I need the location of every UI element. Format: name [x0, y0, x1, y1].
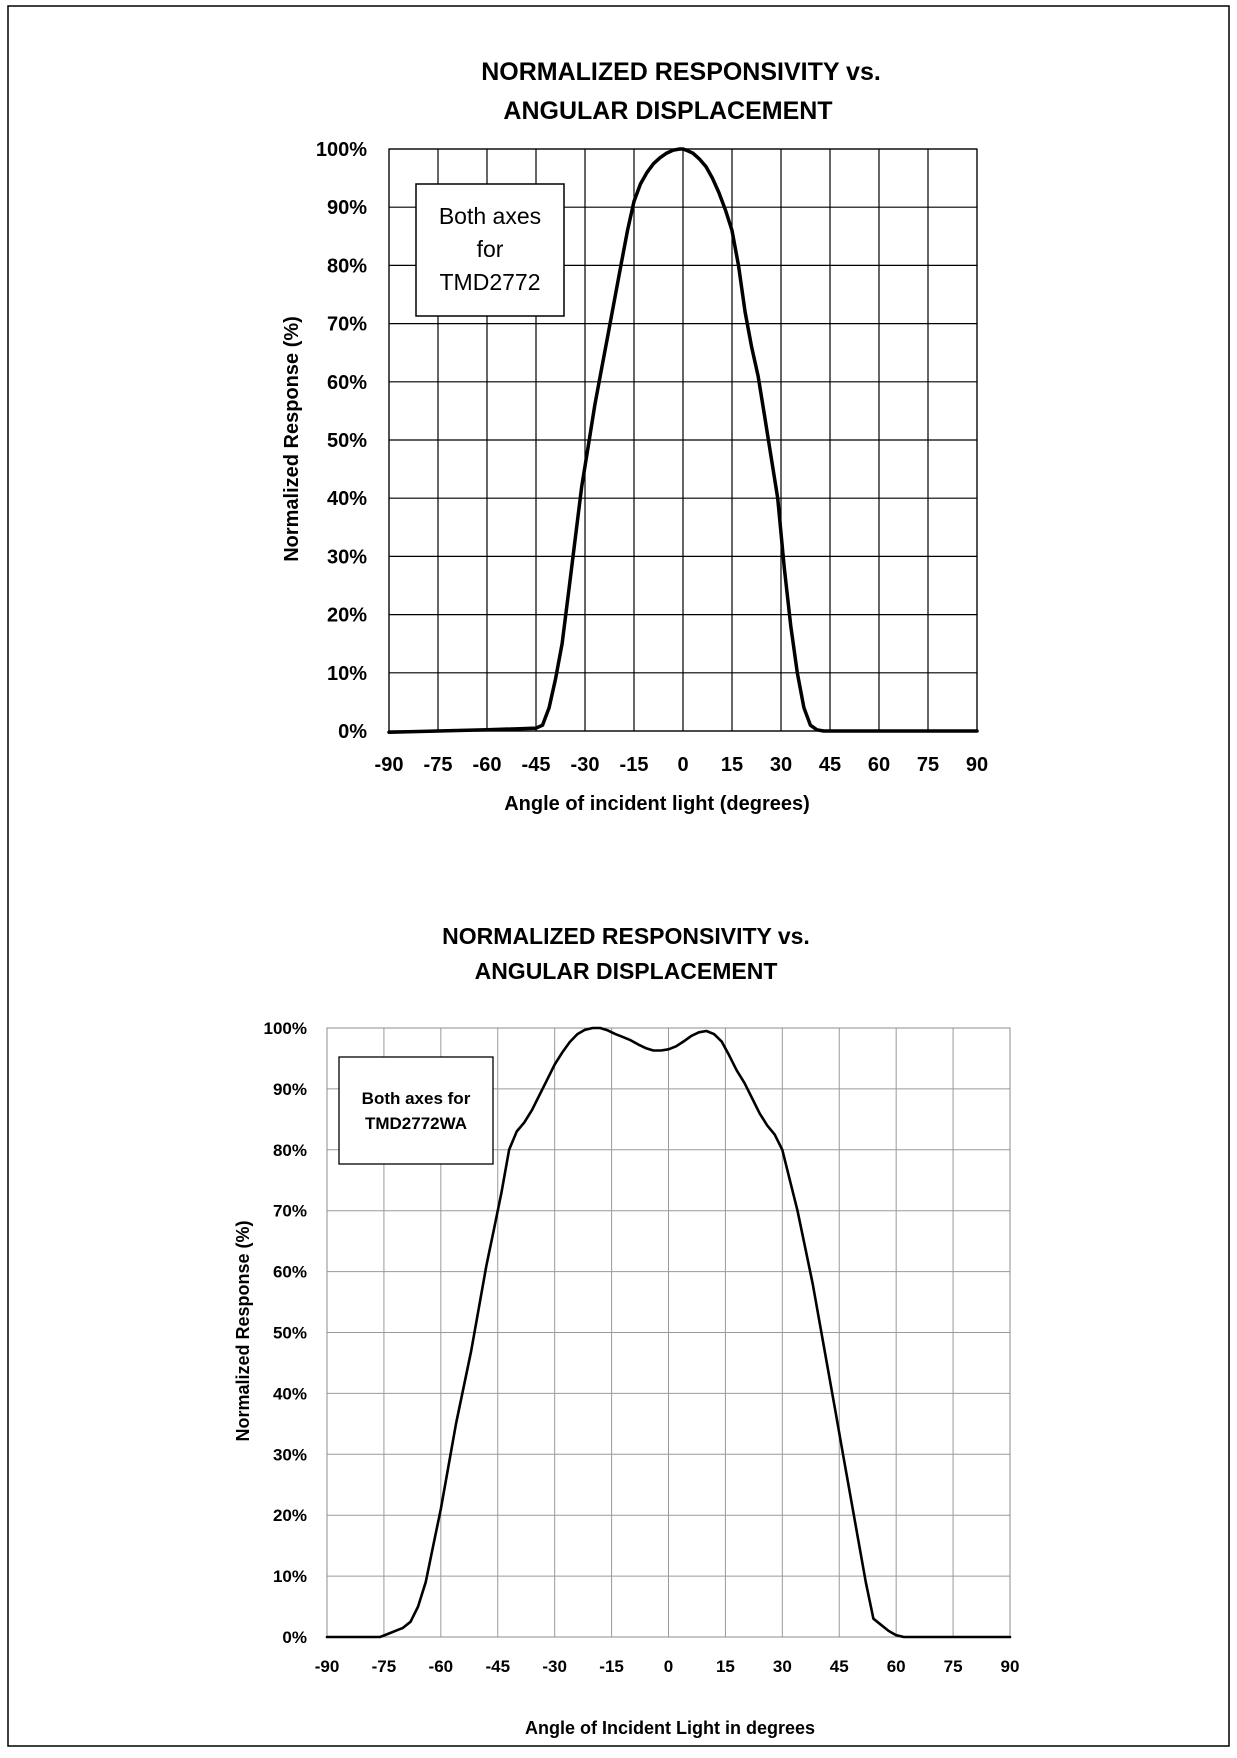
c2-x-tick-6: 0 — [664, 1657, 673, 1676]
c2-y-tick-1: 10% — [273, 1567, 307, 1586]
c2-x-tick-9: 45 — [830, 1657, 849, 1676]
c1-y-tick-3: 30% — [327, 546, 367, 568]
c1-x-tick-1: -75 — [424, 754, 453, 776]
chart2-annotation-box: Both axes for TMD2772WA — [338, 1056, 494, 1165]
chart2-y-tick-labels: 0% 10% 20% 30% 40% 50% 60% 70% 80% 90% 100% — [264, 1019, 307, 1647]
page-border — [7, 5, 1230, 1747]
chart2-title-line2: ANGULAR DISPLACEMENT — [475, 958, 778, 984]
c1-x-tick-10: 60 — [868, 754, 890, 776]
chart-tmd2772wa: NORMALIZED RESPONSIVITY vs. ANGULAR DISP… — [233, 923, 1019, 1738]
c2-y-tick-5: 50% — [273, 1324, 307, 1343]
c2-x-tick-3: -45 — [485, 1657, 510, 1676]
chart1-response-curve — [387, 147, 979, 734]
c1-x-tick-2: -60 — [473, 754, 502, 776]
chart1-title-line1: NORMALIZED RESPONSIVITY vs. — [481, 58, 881, 86]
c1-x-tick-3: -45 — [522, 754, 551, 776]
chart1-annotation-line1: Both axes — [439, 203, 541, 229]
chart2-x-axis-label: Angle of Incident Light in degrees — [525, 1718, 815, 1738]
chart1-title-line2: ANGULAR DISPLACEMENT — [503, 97, 832, 125]
c2-y-tick-7: 70% — [273, 1202, 307, 1221]
c2-x-tick-1: -75 — [372, 1657, 397, 1676]
chart2-annotation-line2: TMD2772WA — [365, 1114, 467, 1133]
c1-y-tick-9: 90% — [327, 197, 367, 219]
c2-y-tick-0: 0% — [282, 1628, 307, 1647]
chart2-y-axis-label: Normalized Response (%) — [233, 1220, 253, 1441]
chart1-x-tick-labels: -90 -75 -60 -45 -30 -15 0 15 30 45 60 75 90 — [375, 754, 989, 776]
c1-y-tick-10: 100% — [316, 139, 367, 161]
chart1-annotation-box: Both axes for TMD2772 — [415, 183, 565, 317]
c1-y-tick-2: 20% — [327, 605, 367, 627]
chart1-annotation-line2: for — [477, 236, 504, 262]
c1-x-tick-6: 0 — [677, 754, 688, 776]
c1-x-tick-11: 75 — [917, 754, 939, 776]
c2-x-tick-7: 15 — [716, 1657, 735, 1676]
c1-y-tick-1: 10% — [327, 663, 367, 685]
c2-y-tick-8: 80% — [273, 1141, 307, 1160]
c1-x-tick-0: -90 — [375, 754, 404, 776]
chart1-annotation-frame — [415, 183, 565, 317]
chart2-x-tick-labels: -90 -75 -60 -45 -30 -15 0 15 30 45 60 75 90 — [315, 1657, 1020, 1676]
c2-x-tick-11: 75 — [944, 1657, 963, 1676]
c1-x-tick-7: 15 — [721, 754, 743, 776]
c2-plot-frame — [326, 1027, 1011, 1638]
c1-y-tick-6: 60% — [327, 372, 367, 394]
c2-x-tick-12: 90 — [1001, 1657, 1020, 1676]
c2-y-tick-6: 60% — [273, 1263, 307, 1282]
chart2-annotation-line1: Both axes for — [362, 1089, 471, 1108]
c1-x-tick-8: 30 — [770, 754, 792, 776]
chart1-x-axis-label: Angle of incident light (degrees) — [504, 793, 810, 815]
c1-x-tick-9: 45 — [819, 754, 841, 776]
c2-x-tick-2: -60 — [429, 1657, 454, 1676]
c2-x-tick-8: 30 — [773, 1657, 792, 1676]
chart1-grid — [388, 148, 978, 732]
c1-x-tick-5: -15 — [620, 754, 649, 776]
chart1-annotation-line3: TMD2772 — [440, 269, 541, 295]
chart2-response-curve — [325, 1026, 1012, 1639]
c2-y-tick-3: 30% — [273, 1445, 307, 1464]
c2-y-tick-2: 20% — [273, 1506, 307, 1525]
c2-y-tick-4: 40% — [273, 1384, 307, 1403]
c1-y-tick-0: 0% — [338, 721, 367, 743]
c2-y-tick-10: 100% — [264, 1019, 307, 1038]
c2-x-tick-10: 60 — [887, 1657, 906, 1676]
chart-tmd2772: NORMALIZED RESPONSIVITY vs. ANGULAR DISP… — [281, 58, 988, 815]
c2-y-tick-9: 90% — [273, 1080, 307, 1099]
c2-x-tick-0: -90 — [315, 1657, 340, 1676]
c2-x-tick-5: -15 — [599, 1657, 624, 1676]
c1-y-tick-7: 70% — [327, 314, 367, 336]
c1-x-tick-4: -30 — [571, 754, 600, 776]
c1-x-tick-12: 90 — [966, 754, 988, 776]
chart2-title-line1: NORMALIZED RESPONSIVITY vs. — [442, 923, 810, 949]
chart2-annotation-frame — [338, 1056, 494, 1165]
c1-y-tick-8: 80% — [327, 255, 367, 277]
chart1-y-tick-labels: 0% 10% 20% 30% 40% 50% 60% 70% 80% 90% 100% — [316, 139, 367, 743]
chart1-y-axis-label: Normalized Response (%) — [281, 316, 303, 562]
c2-x-tick-4: -30 — [542, 1657, 567, 1676]
c1-y-tick-4: 40% — [327, 488, 367, 510]
c1-y-tick-5: 50% — [327, 430, 367, 452]
